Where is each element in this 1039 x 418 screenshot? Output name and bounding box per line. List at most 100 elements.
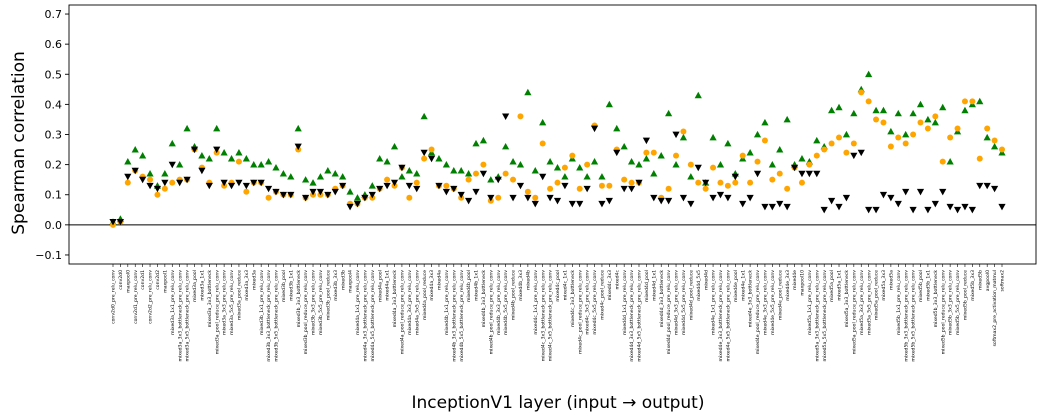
data-point-circle xyxy=(850,140,857,147)
data-point-circle xyxy=(421,155,428,162)
data-point-triangle-up xyxy=(139,151,147,159)
x-tick-label: mixed5b_pool_reduce_pre_relu_conv xyxy=(940,270,946,355)
x-tick-label: mixed4b_3x3_bottleneck xyxy=(481,270,487,328)
data-point-triangle-up xyxy=(279,170,287,177)
data-point-triangle-down xyxy=(879,191,888,199)
data-point-triangle-down xyxy=(842,194,851,202)
x-tick-label: mixed4c_1x1_pre_relu_conv xyxy=(533,270,539,335)
x-tick-label: mixed5b_5x5_bottleneck_pre_relu_conv xyxy=(911,270,917,362)
data-point-circle xyxy=(413,179,420,186)
data-point-triangle-up xyxy=(465,170,473,177)
data-point-triangle-down xyxy=(316,188,325,196)
data-point-triangle-up xyxy=(324,167,332,174)
x-tick-label: conv2d0 xyxy=(118,270,124,290)
x-tick-label: mixed5a_3x3_pre_relu_conv xyxy=(859,270,865,335)
x-tick-label: mixed4e_3x3_bottleneck_pre_relu_conv xyxy=(718,270,724,362)
data-point-triangle-up xyxy=(509,158,517,165)
data-point-triangle-up xyxy=(213,124,221,132)
x-tick-label: mixed4d_pool_reduce xyxy=(688,270,694,320)
x-tick-label: maxpool0 xyxy=(125,270,131,293)
data-point-triangle-up xyxy=(376,154,384,162)
data-point-circle xyxy=(873,116,880,123)
plot-area: −0.1 0.0 0.1 0.2 0.3 0.4 0.5 0.6 0.7 conv2d0_pre_… xyxy=(35,4,1037,362)
data-point-triangle-up xyxy=(124,158,132,165)
data-point-triangle-up xyxy=(931,118,939,126)
x-tick-label: mixed4d_1x1_pre_relu_conv xyxy=(622,270,628,335)
data-point-triangle-up xyxy=(257,161,265,168)
x-tick-label: mixed4c_pool_reduce_pre_relu_conv xyxy=(577,270,583,354)
x-tick-label: mixed4d_pool_reduce_pre_relu_conv xyxy=(666,270,672,355)
x-tick-label: mixed5a_pool_reduce xyxy=(874,270,880,320)
x-tick-label: mixed4e xyxy=(792,270,798,290)
x-tick-label: mixed3b_pool xyxy=(281,270,287,302)
data-point-triangle-up xyxy=(590,158,599,165)
data-point-circle xyxy=(769,176,776,183)
x-tick-label: mixed4e_3x3 xyxy=(785,270,791,301)
data-point-triangle-up xyxy=(502,142,510,150)
data-point-triangle-up xyxy=(894,109,902,117)
data-point-triangle-up xyxy=(613,124,621,132)
x-tick-label: mixed5a_3x3_bottleneck_pre_relu_conv xyxy=(814,270,820,362)
data-point-triangle-down xyxy=(909,206,917,214)
data-point-triangle-up xyxy=(161,170,169,177)
y-tick-label: 0.0 xyxy=(45,219,63,232)
x-tick-label: mixed4e_1x1_pre_relu_conv xyxy=(711,270,717,335)
x-tick-label: mixed4d_1x1 xyxy=(651,270,657,301)
data-point-circle xyxy=(147,176,154,183)
data-point-triangle-down xyxy=(783,203,791,211)
data-point-triangle-down xyxy=(961,203,969,211)
data-point-triangle-down xyxy=(487,194,495,202)
data-point-triangle-down xyxy=(798,170,806,178)
data-point-triangle-down xyxy=(746,194,754,202)
data-point-triangle-down xyxy=(153,185,162,193)
data-point-circle xyxy=(776,170,783,177)
x-tick-label: conv2d0_pre_relu_conv xyxy=(111,270,117,324)
x-tick-label: mixed4e_3x3_pre_relu_conv xyxy=(763,270,769,335)
data-point-triangle-down xyxy=(324,191,332,199)
x-tick-label: mixed3b_pool_reduce xyxy=(325,270,331,320)
data-point-triangle-down xyxy=(361,194,369,202)
data-point-triangle-down xyxy=(946,203,954,211)
data-point-circle xyxy=(124,179,131,186)
data-point-circle xyxy=(895,134,902,141)
x-tick-label: mixed4c_3x3_pre_relu_conv xyxy=(585,270,591,335)
data-point-triangle-up xyxy=(479,136,488,144)
data-point-triangle-down xyxy=(398,164,406,172)
x-tick-label: mixed4a_3x3 xyxy=(429,270,435,301)
x-tick-label: mixed5a_pool_reduce_pre_relu_conv xyxy=(851,270,857,354)
data-point-triangle-down xyxy=(131,167,139,175)
data-point-triangle-down xyxy=(924,206,932,214)
data-point-triangle-down xyxy=(642,137,650,145)
data-point-triangle-down xyxy=(768,203,776,211)
data-point-circle xyxy=(813,152,820,159)
y-tick-label: 0.6 xyxy=(45,38,63,51)
data-point-triangle-up xyxy=(679,133,688,141)
x-tick-label: mixed5a_3x3_bottleneck xyxy=(844,270,850,328)
data-point-circle xyxy=(502,170,509,177)
data-point-circle xyxy=(621,176,628,183)
x-tick-label: mixed4b_pool_reduce xyxy=(511,270,517,320)
data-point-triangle-down xyxy=(494,176,502,184)
x-tick-label: mixed5a_1x1_pre_relu_conv xyxy=(807,270,813,335)
data-point-triangle-down xyxy=(776,200,784,208)
data-point-triangle-down xyxy=(287,191,295,199)
data-point-triangle-up xyxy=(131,145,139,153)
data-point-triangle-up xyxy=(405,167,413,174)
y-tick-label: 0.2 xyxy=(45,159,63,172)
data-point-triangle-down xyxy=(620,185,628,193)
data-point-circle xyxy=(798,179,805,186)
x-tick-label: mixed5a_5x5_pre_relu_conv xyxy=(866,270,872,335)
y-tick-label: 0.1 xyxy=(45,189,63,202)
x-tick-label: mixed4c_3x3 xyxy=(607,270,613,300)
data-point-triangle-up xyxy=(657,151,665,159)
data-point-triangle-down xyxy=(939,188,947,196)
data-point-triangle-down xyxy=(339,182,347,190)
data-point-triangle-down xyxy=(627,185,636,193)
x-tick-label: mixed5b_1x1_pre_relu_conv xyxy=(896,270,902,335)
data-point-triangle-up xyxy=(546,158,554,165)
data-point-circle xyxy=(961,98,968,105)
x-tick-label: mixed3a_3x3_pre_relu_conv xyxy=(222,270,228,335)
x-tick-label: mixed4a_5x5_pre_relu_conv xyxy=(414,270,420,335)
data-point-circle xyxy=(828,140,835,147)
x-tick-label: mixed3b_3x3 xyxy=(333,270,339,301)
